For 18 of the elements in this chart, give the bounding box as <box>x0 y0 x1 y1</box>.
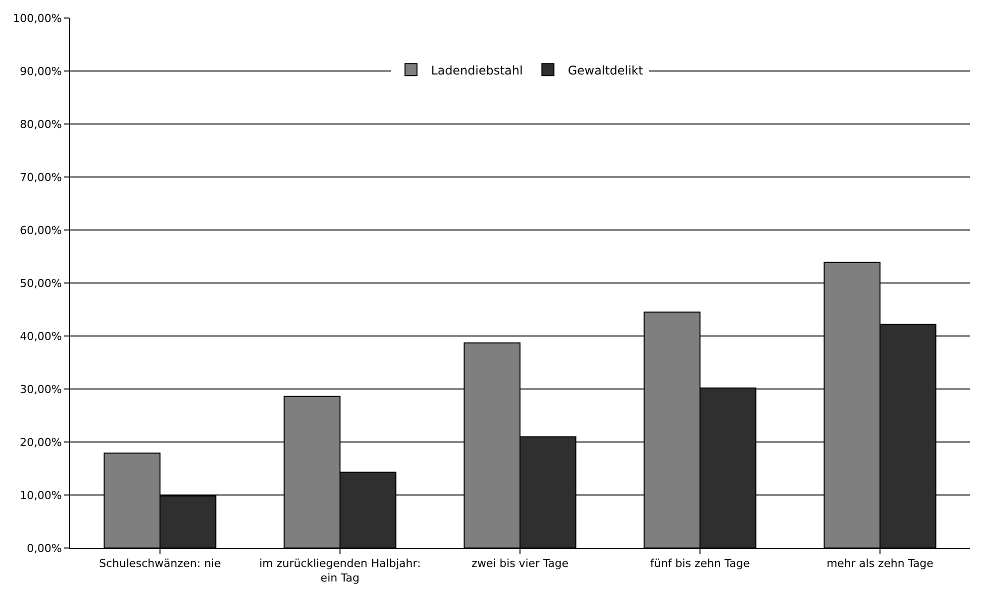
y-tick-label: 90,00% <box>20 64 62 78</box>
x-tick-label: mehr als zehn Tage <box>826 557 934 570</box>
y-tick-label: 40,00% <box>20 330 62 343</box>
x-tick-label: im zurückliegenden Halbjahr: ein Tag <box>259 557 421 584</box>
x-tick-label: Schuleschwänzen: nie <box>99 557 222 570</box>
y-tick-label: 80,00% <box>20 118 62 131</box>
x-tick-label: zwei bis vier Tage <box>471 557 569 570</box>
x-tick-label: fünf bis zehn Tage <box>650 557 750 570</box>
y-tick-label: 0,00% <box>26 542 62 555</box>
y-tick-label: 70,00% <box>20 170 62 184</box>
y-tick-label: 30,00% <box>20 382 62 396</box>
y-tick-label: 20,00% <box>20 436 62 449</box>
y-tick-label: 50,00% <box>20 276 62 290</box>
y-tick-label: 10,00% <box>20 488 62 502</box>
y-tick-label: 100,00% <box>12 12 62 25</box>
legend-label: Ladendiebstahl <box>431 63 523 78</box>
legend-label: Gewaltdelikt <box>568 63 644 78</box>
y-tick-label: 60,00% <box>20 224 62 237</box>
